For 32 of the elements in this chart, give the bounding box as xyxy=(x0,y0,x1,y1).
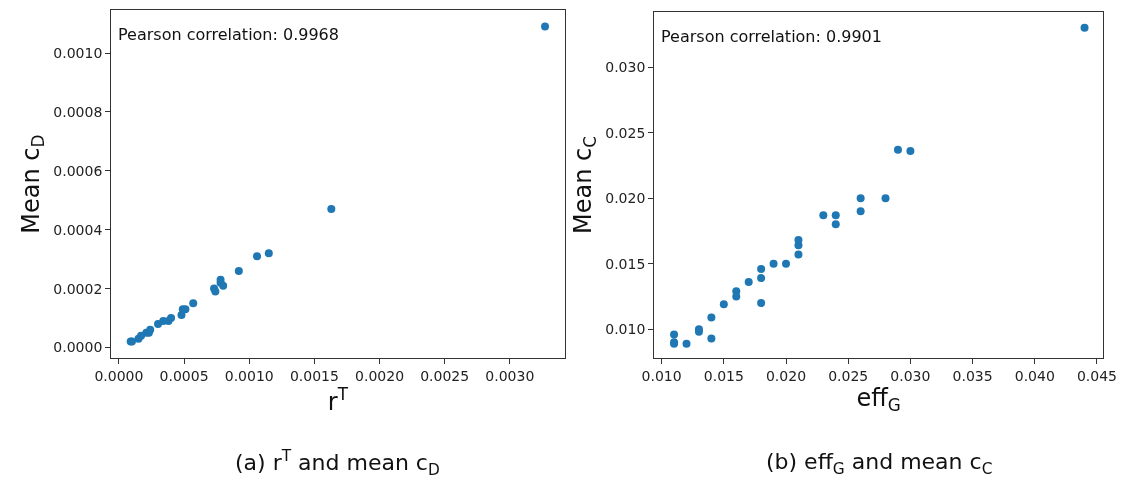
x-tick-label: 0.0010 xyxy=(224,367,274,384)
x-tick-label: 0.035 xyxy=(952,367,993,384)
x-tick-label: 0.025 xyxy=(828,367,869,384)
y-tick-label: 0.0006 xyxy=(53,162,103,179)
y-tick-label: 0.0010 xyxy=(53,44,103,61)
x-tick-label: 0.030 xyxy=(890,367,931,384)
text: (a) r$^{T}$ and mean c$_{D}$ xyxy=(235,447,440,479)
text: (b) eff$_{G}$ and mean c$_{C}$ xyxy=(766,449,993,478)
x-tick-label: 0.040 xyxy=(1014,367,1055,384)
y-tick-label: 0.010 xyxy=(605,321,646,338)
x-tick-label: 0.020 xyxy=(765,367,807,384)
y-tick-label: 0.0002 xyxy=(53,280,103,297)
x-axis-title: r$^{T}$ xyxy=(327,383,349,416)
y-tick-label: 0.030 xyxy=(605,58,646,75)
x-tick-label: 0.0005 xyxy=(159,367,209,384)
y-tick-label: 0.020 xyxy=(605,190,646,207)
x-axis-title: eff$_{G}$ xyxy=(856,384,901,416)
annotation: Pearson correlation: 0.9968 xyxy=(118,25,339,44)
y-tick-label: 0.025 xyxy=(605,124,646,141)
y-tick-label: 0.0008 xyxy=(53,103,103,120)
x-tick-label: 0.010 xyxy=(641,367,682,384)
y-tick-label: 0.015 xyxy=(605,255,646,272)
x-tick-label: 0.045 xyxy=(1076,367,1118,384)
x-tick-label: 0.0025 xyxy=(420,367,470,384)
y-tick-label: 0.0000 xyxy=(53,339,103,356)
x-tick-label: 0.0030 xyxy=(485,367,535,384)
x-tick-label: 0.0020 xyxy=(355,367,405,384)
y-tick-label: 0.0004 xyxy=(53,221,103,238)
x-tick-label: 0.0015 xyxy=(289,367,339,384)
x-tick-label: 0.015 xyxy=(703,367,744,384)
annotation: Pearson correlation: 0.9901 xyxy=(661,27,882,46)
x-tick-label: 0.0000 xyxy=(94,367,144,384)
